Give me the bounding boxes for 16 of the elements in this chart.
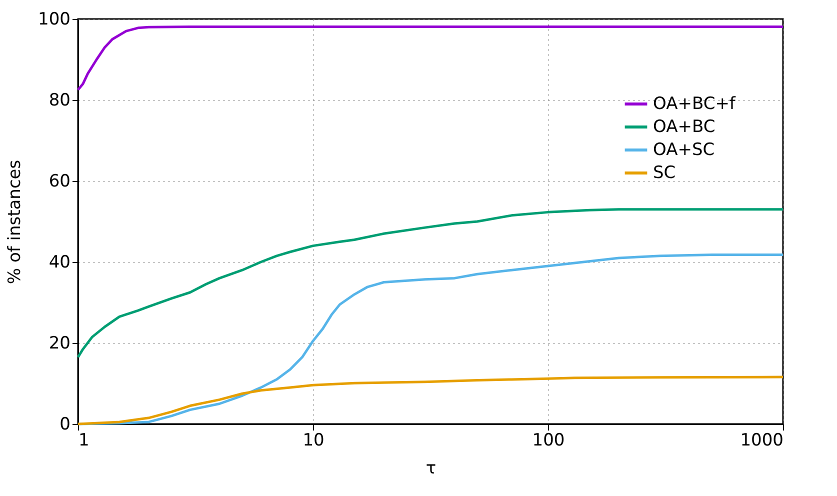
y-axis-title: % of instances	[5, 160, 26, 284]
x-tick-label: 1	[78, 430, 90, 450]
y-tick-label: 60	[48, 172, 70, 192]
y-tick-label: 20	[48, 334, 70, 354]
legend-label: OA+BC	[653, 117, 716, 137]
legend-label: OA+BC+f	[653, 94, 736, 114]
x-tick-label: 1000	[740, 430, 784, 450]
legend-label: SC	[653, 163, 676, 183]
y-tick-label: 100	[38, 10, 70, 30]
x-tick-label: 10	[302, 430, 324, 450]
legend-label: OA+SC	[653, 140, 715, 160]
y-tick-label: 80	[48, 90, 70, 110]
x-axis-title: τ	[426, 458, 436, 478]
y-tick-label: 0	[60, 414, 70, 434]
x-tick-label: 100	[532, 430, 565, 450]
y-tick-label: 40	[48, 252, 70, 272]
